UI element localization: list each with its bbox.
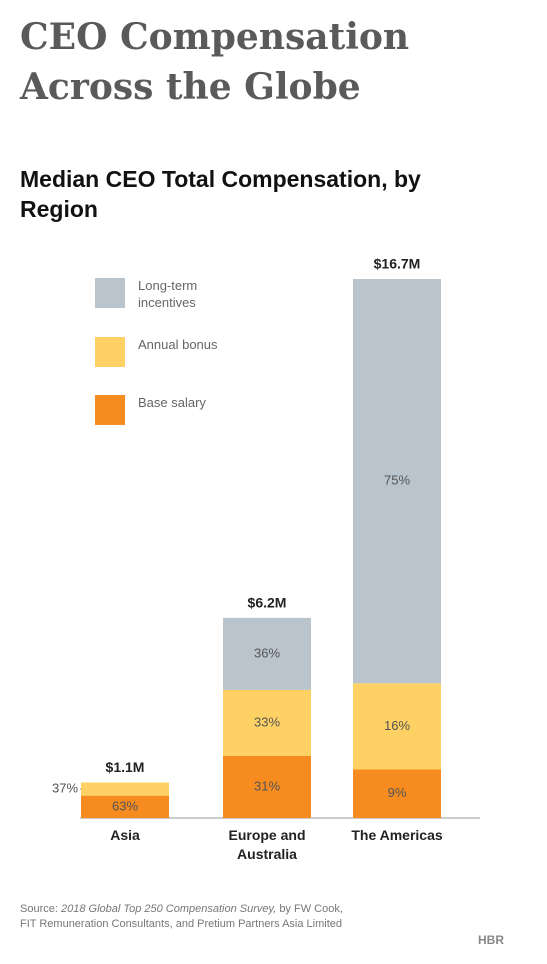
legend-label: Annual bonus (138, 337, 218, 352)
legend-label: Long-term incentives (138, 278, 198, 310)
bar-segment (353, 683, 441, 770)
total-label: $1.1M (106, 759, 145, 775)
legend-swatch (95, 337, 125, 367)
segment-label: 37% (52, 781, 78, 796)
bar-segment (223, 617, 311, 690)
segment-label: 16% (384, 718, 410, 733)
legend-label: Base salary (138, 395, 206, 410)
segment-label: 63% (112, 798, 138, 813)
segment-label: 75% (384, 473, 410, 488)
legend-swatch (95, 395, 125, 425)
segment-label: 36% (254, 645, 280, 660)
segment-label: 33% (254, 714, 280, 729)
bar-segment (353, 769, 441, 818)
brand: HBR (478, 933, 504, 947)
source-prefix: Source: (20, 903, 58, 915)
legend-swatch (95, 278, 125, 308)
source: Source: 2018 Global Top 250 Compensation… (20, 902, 360, 932)
bar-segment (353, 279, 441, 684)
bar-segment (223, 689, 311, 756)
bar-segment (81, 795, 169, 818)
total-label: $16.7M (374, 256, 421, 272)
source-survey: 2018 Global Top 250 Compensation Survey, (60, 903, 277, 915)
segment-label: 9% (388, 785, 407, 800)
source-rest: by FW Cook, FIT Remuneration Consultants… (20, 903, 343, 930)
subtitle: Median CEO Total Compensation, by Region (20, 166, 421, 222)
title: CEO Compensation Across the Globe (20, 16, 410, 108)
x-tick-label: Europe and Australia (228, 827, 306, 862)
segment-label: 31% (254, 778, 280, 793)
total-label: $6.2M (248, 595, 287, 611)
bar-segment (81, 782, 169, 796)
x-tick-label: Asia (110, 827, 140, 843)
bar-segment (223, 755, 311, 818)
x-tick-label: The Americas (351, 827, 443, 843)
